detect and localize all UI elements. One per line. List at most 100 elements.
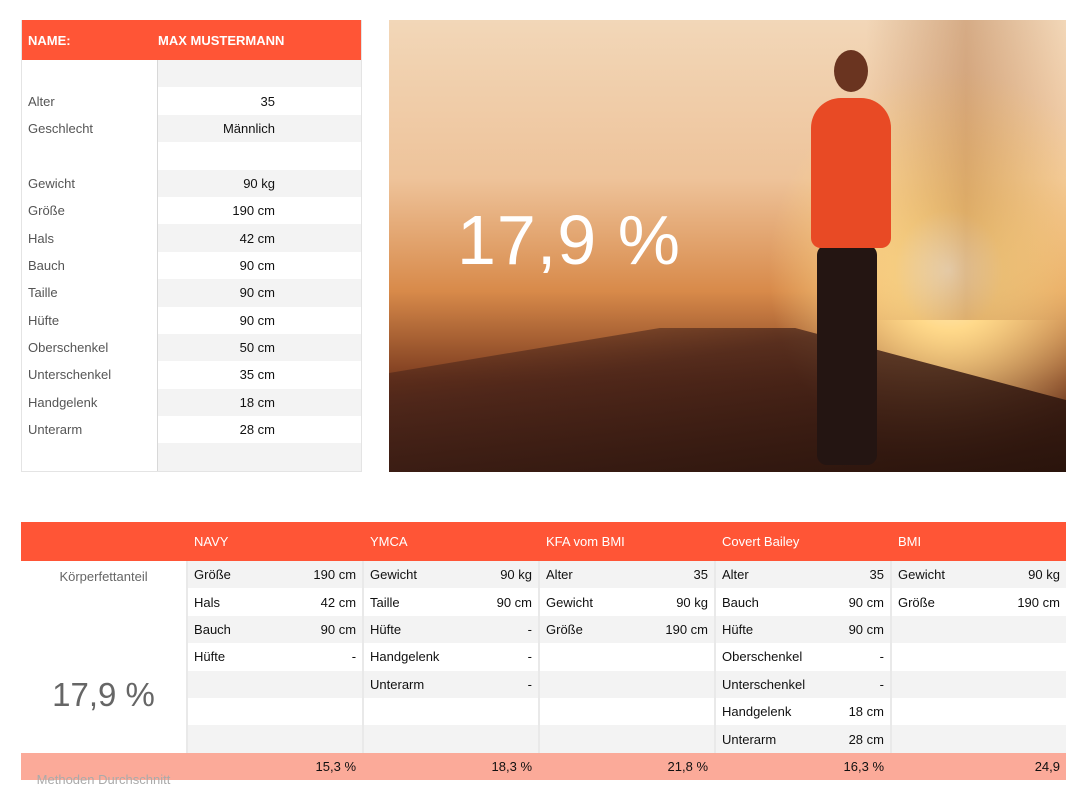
profile-row: Oberschenkel 50 cm	[22, 333, 361, 362]
method-row: Bauch 90 cm	[716, 588, 890, 616]
method-row: Unterarm -	[364, 670, 539, 698]
row-value: 90 cm	[158, 279, 361, 307]
method-row: Bauch 90 cm	[188, 615, 363, 644]
method-column: Gewicht 90 kg Größe 190 cm	[891, 561, 1066, 753]
param-label: Handgelenk	[722, 704, 792, 720]
profile-row: Hals 42 cm	[22, 224, 361, 252]
param-value: 90 cm	[320, 621, 357, 637]
method-header: Covert Bailey	[722, 534, 800, 549]
method-header: NAVY	[194, 534, 229, 549]
trees	[866, 20, 1066, 320]
method-row	[540, 725, 714, 753]
method-row: Unterschenkel -	[716, 670, 890, 698]
row-label: Oberschenkel	[22, 333, 158, 362]
row-value: 90 kg	[158, 169, 361, 197]
summary-column: Körperfettanteil 17,9 % Methoden Durchsc…	[21, 561, 187, 787]
hero-image: 17,9 %	[389, 20, 1066, 472]
profile-row: Taille 90 cm	[22, 279, 361, 307]
profile-row	[22, 443, 361, 471]
row-value	[158, 142, 361, 169]
row-label: Hals	[22, 224, 158, 252]
methods-header: NAVY YMCA KFA vom BMI Covert Bailey BMI	[21, 522, 1066, 561]
name-label: NAME:	[28, 32, 71, 48]
method-column: Alter 35 Bauch 90 cm Hüfte 90 cm Oberschenkel -…	[716, 561, 890, 753]
param-label: Unterschenkel	[722, 676, 806, 692]
param-label: Größe	[546, 621, 583, 637]
row-label	[22, 60, 158, 88]
profile-row: Gewicht 90 kg	[22, 169, 361, 197]
row-label: Taille	[22, 279, 158, 307]
param-label: Bauch	[722, 594, 759, 610]
row-value	[158, 60, 361, 88]
param-label: Bauch	[194, 621, 231, 637]
param-label: Hüfte	[722, 621, 754, 637]
method-column: Alter 35 Gewicht 90 kg Größe 190 cm	[540, 561, 714, 753]
method-column: Gewicht 90 kg Taille 90 cm Hüfte - Handgelenk -…	[364, 561, 539, 753]
method-header: KFA vom BMI	[546, 534, 625, 549]
method-row: Oberschenkel -	[716, 643, 890, 671]
method-row: Handgelenk 18 cm	[716, 697, 890, 726]
param-value: 90 cm	[848, 594, 884, 610]
param-label: Hüfte	[370, 621, 402, 637]
profile-row: Unterschenkel 35 cm	[22, 361, 361, 389]
param-value: -	[527, 649, 533, 665]
row-label: Unterschenkel	[22, 361, 158, 389]
param-value: -	[527, 621, 533, 637]
profile-header: NAME: MAX MUSTERMANN	[22, 20, 361, 60]
profile-row: Alter 35	[22, 87, 361, 115]
row-label: Geschlecht	[22, 114, 158, 143]
param-label: Hüfte	[194, 649, 226, 665]
row-value: 50 cm	[158, 333, 361, 362]
row-label: Bauch	[22, 251, 158, 280]
method-row	[891, 725, 1066, 753]
methods-average-label: Methoden Durchschnitt	[36, 772, 171, 787]
param-value: 42 cm	[320, 594, 357, 610]
method-row	[188, 725, 363, 753]
param-value: 35	[869, 567, 884, 583]
method-row: Gewicht 90 kg	[891, 561, 1066, 589]
method-row	[364, 697, 539, 726]
method-result: 15,3 %	[315, 759, 357, 774]
param-value: 90 cm	[496, 594, 533, 610]
method-row	[540, 670, 714, 698]
profile-row	[22, 142, 361, 170]
method-row	[188, 697, 363, 726]
param-label: Hals	[194, 594, 221, 610]
row-label: Größe	[22, 196, 158, 225]
param-value: 35	[693, 567, 708, 583]
profile-row: Unterarm 28 cm	[22, 416, 361, 444]
row-label	[22, 443, 158, 471]
param-value: -	[351, 649, 357, 665]
method-column: Größe 190 cm Hals 42 cm Bauch 90 cm Hüfte -	[188, 561, 363, 753]
row-value: 90 cm	[239, 257, 275, 273]
row-value	[158, 443, 361, 471]
row-value: 18 cm	[158, 388, 361, 417]
method-row: Größe 190 cm	[540, 615, 714, 644]
method-row: Hüfte -	[364, 615, 539, 644]
profile-row	[22, 60, 361, 88]
method-row	[891, 615, 1066, 644]
row-label: Gewicht	[22, 169, 158, 197]
method-row: Handgelenk -	[364, 643, 539, 671]
row-label: Hüfte	[22, 306, 158, 334]
methods-table: NAVY YMCA KFA vom BMI Covert Bailey BMI Körp…	[21, 522, 1066, 787]
methods-results: 15,3 % 18,3 % 21,8 % 16,3 % 24,9	[21, 753, 1066, 780]
row-value: 42 cm	[158, 224, 361, 252]
profile-row: Bauch 90 cm	[22, 251, 361, 280]
method-result: 18,3 %	[491, 759, 533, 774]
hero-bodyfat-percentage: 17,9 %	[457, 201, 681, 279]
method-header: YMCA	[370, 534, 408, 549]
method-header: BMI	[898, 534, 922, 549]
param-value: 190 cm	[1017, 594, 1060, 610]
method-row: Größe 190 cm	[188, 561, 363, 589]
method-row: Alter 35	[540, 561, 714, 589]
param-label: Alter	[722, 567, 749, 583]
method-result: 21,8 %	[667, 759, 709, 774]
param-label: Gewicht	[546, 594, 593, 610]
param-label: Größe	[897, 594, 935, 610]
method-row: Taille 90 cm	[364, 588, 539, 616]
method-row	[891, 697, 1066, 726]
runner-figure	[789, 50, 909, 470]
param-value: 90 kg	[676, 594, 708, 610]
method-result: 16,3 %	[843, 759, 885, 774]
